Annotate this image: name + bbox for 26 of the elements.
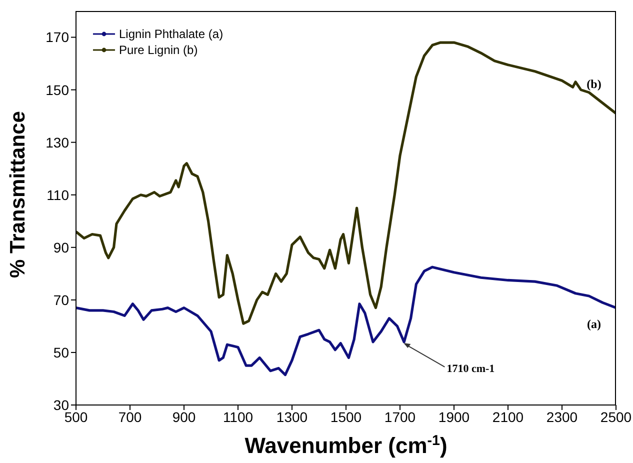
y-tick-label: 90 [53, 239, 70, 256]
x-tick-label: 2500 [600, 408, 632, 425]
y-tick-label: 130 [46, 134, 70, 150]
x-tick-label: 1700 [384, 408, 416, 425]
annotation: (a) [587, 316, 601, 331]
y-tick-label: 150 [46, 82, 70, 98]
x-tick-label: 700 [118, 408, 142, 425]
y-tick-label: 70 [53, 292, 70, 308]
annotation: (b) [586, 76, 602, 91]
x-tick-label: 2100 [492, 408, 524, 425]
line-series [76, 266, 616, 376]
x-tick-label: 900 [172, 408, 196, 425]
legend-label: Pure Lignin (b) [119, 42, 198, 58]
x-tick-label: 1100 [222, 408, 254, 425]
x-tick-label: 1900 [438, 408, 470, 425]
annotation: 1710 cm-1 [446, 362, 495, 375]
legend-label: Lignin Phthalate (a) [119, 26, 224, 42]
y-tick-label: 30 [53, 396, 70, 413]
y-tick-label: 110 [46, 186, 70, 203]
y-axis-title: % Transmittance [6, 111, 30, 278]
y-tick-label: 50 [53, 344, 70, 360]
x-tick-label: 1300 [276, 408, 308, 425]
x-axis-title: Wavenumber (cm$^{-1}$) [244, 433, 448, 458]
y-tick-label: 170 [46, 29, 70, 46]
x-tick-label: 2300 [546, 408, 578, 425]
x-tick-label: 1500 [330, 408, 362, 425]
